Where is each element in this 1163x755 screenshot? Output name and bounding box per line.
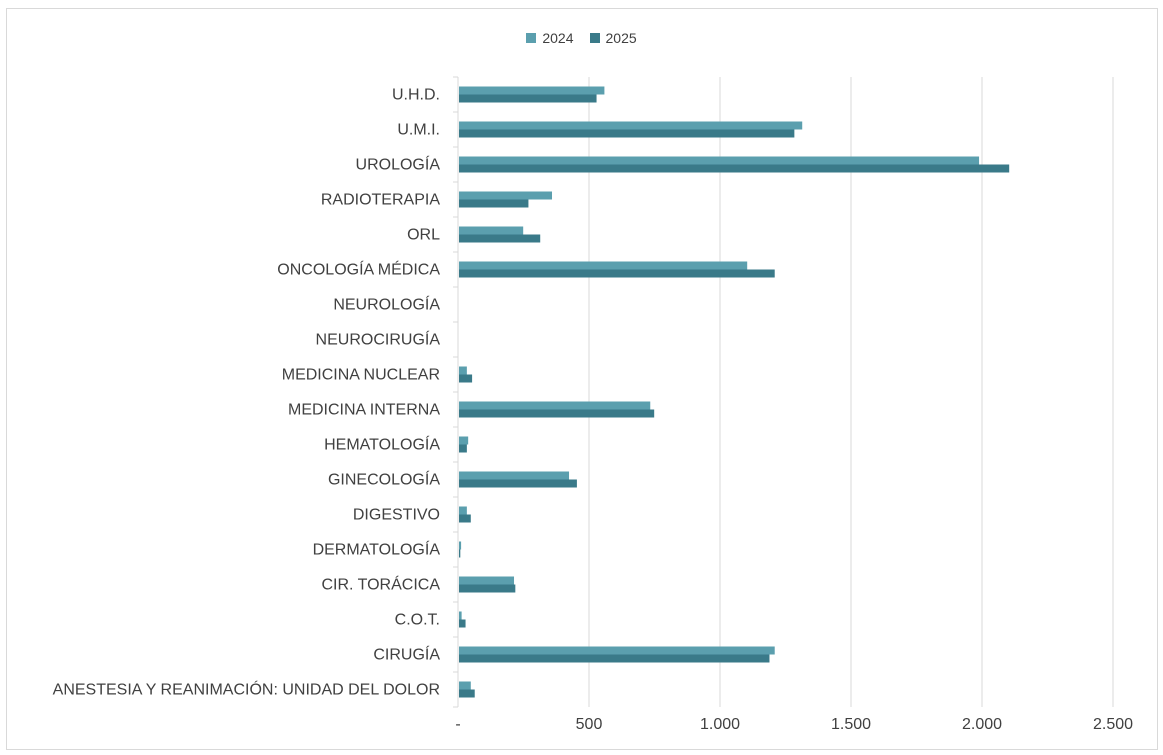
x-tick-label: 2.500: [1093, 716, 1133, 733]
legend-label-2025: 2025: [605, 30, 637, 46]
bar-2025: [459, 514, 471, 523]
bar-2024: [459, 156, 980, 165]
bar-2024: [459, 366, 467, 375]
bar-2025: [459, 269, 775, 278]
bar-2024: [459, 506, 467, 515]
bar-2024: [459, 261, 748, 270]
bar-2025: [459, 409, 655, 418]
bar-2024: [459, 576, 515, 585]
bar-2024: [459, 436, 469, 445]
bar-2024: [459, 611, 462, 620]
category-label: RADIOTERAPIA: [321, 192, 440, 209]
category-label: ORL: [407, 227, 440, 244]
category-label: U.H.D.: [392, 87, 440, 104]
bar-2025: [459, 584, 516, 593]
legend-swatch-2024: [526, 33, 537, 43]
x-tick-label: 1.000: [700, 716, 740, 733]
category-label: CIRUGÍA: [373, 645, 440, 664]
category-label: UROLOGÍA: [356, 155, 441, 174]
bar-2024: [459, 471, 570, 480]
bar-2024: [459, 121, 803, 130]
x-tick-label: 1.500: [831, 716, 871, 733]
bar-2025: [459, 549, 461, 558]
bar-2025: [459, 444, 467, 453]
category-label: DERMATOLOGÍA: [313, 540, 441, 559]
bar-2025: [459, 479, 577, 488]
legend-swatch-2025: [589, 33, 600, 43]
bar-2024: [459, 401, 651, 410]
legend-item-2025: 2025: [589, 30, 637, 46]
bar-2025: [459, 199, 529, 208]
legend: 2024 2025: [0, 30, 1163, 46]
bar-2024: [459, 86, 605, 95]
bar-2024: [459, 191, 553, 200]
bar-2024: [459, 681, 471, 690]
category-label: GINECOLOGÍA: [328, 470, 440, 489]
category-label: NEUROCIRUGÍA: [316, 330, 441, 349]
bar-2025: [459, 234, 541, 243]
bar-2024: [459, 646, 775, 655]
category-label: HEMATOLOGÍA: [324, 435, 440, 454]
category-label: DIGESTIVO: [353, 507, 440, 524]
bar-2025: [459, 94, 597, 103]
category-label: NEUROLOGÍA: [333, 295, 440, 314]
category-label: CIR. TORÁCICA: [321, 575, 440, 594]
bar-2025: [459, 689, 475, 698]
bar-2024: [459, 541, 462, 550]
category-label: MEDICINA INTERNA: [288, 402, 440, 419]
category-label: MEDICINA NUCLEAR: [282, 367, 440, 384]
x-tick-label: 2.000: [962, 716, 1002, 733]
category-label: ONCOLOGÍA MÉDICA: [277, 260, 440, 279]
category-label: C.O.T.: [395, 612, 440, 629]
legend-label-2024: 2024: [542, 30, 574, 46]
x-tick-label: 500: [576, 716, 603, 733]
category-label: U.M.I.: [397, 122, 440, 139]
bar-2025: [459, 164, 1010, 173]
bar-2025: [459, 374, 473, 383]
bar-2024: [459, 226, 524, 235]
bar-2025: [459, 129, 795, 138]
x-tick-label: -: [455, 716, 460, 733]
category-label: ANESTESIA Y REANIMACIÓN: UNIDAD DEL DOLO…: [53, 680, 440, 699]
legend-item-2024: 2024: [526, 30, 574, 46]
bar-2025: [459, 619, 466, 628]
bar-2025: [459, 654, 770, 663]
